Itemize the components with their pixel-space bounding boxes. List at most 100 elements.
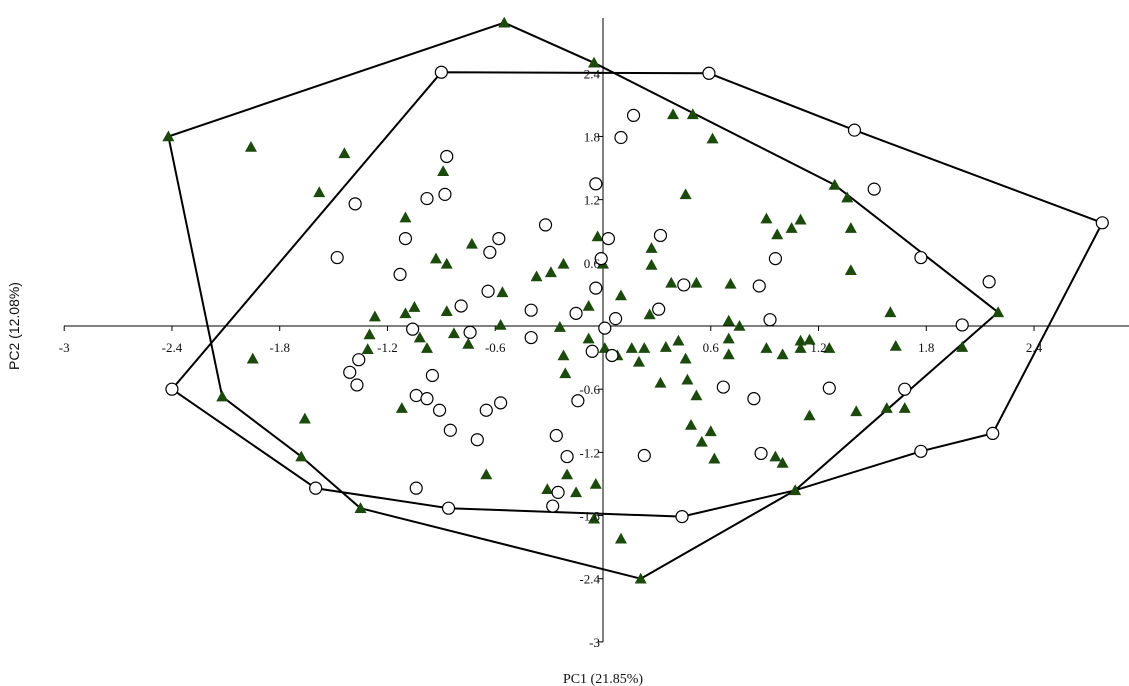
triangle-point (588, 512, 601, 524)
triangle-point (413, 331, 426, 343)
triangle-point (685, 418, 698, 430)
triangle-point (530, 270, 543, 282)
x-tick-label: 0.6 (703, 340, 720, 355)
triangle-point (789, 484, 802, 496)
circle-point (434, 65, 448, 79)
triangle-point (724, 277, 737, 289)
circle-point (494, 396, 508, 410)
triangle-point (632, 355, 645, 367)
triangle-point (561, 468, 574, 480)
x-tick-label: -0.6 (485, 340, 506, 355)
triangle-point (465, 237, 478, 249)
triangle-point (722, 314, 735, 326)
x-axis-title: PC1 (21.85%) (563, 672, 643, 686)
circle-point (614, 130, 628, 145)
triangle-point (557, 257, 570, 269)
triangle-point (645, 258, 658, 270)
circle-point (822, 381, 836, 395)
circle-point (867, 182, 881, 196)
x-tick-label: 1.8 (918, 340, 934, 355)
triangle-point (557, 349, 570, 361)
triangle-point (681, 373, 694, 385)
triangle-point (420, 342, 433, 353)
circle-point (409, 388, 423, 403)
circle-point (716, 380, 730, 394)
circle-point (768, 252, 783, 266)
triangle-point (803, 333, 816, 345)
triangle-point (408, 301, 421, 312)
triangle-point (760, 342, 773, 353)
circle-point (165, 382, 179, 396)
circle-point (398, 232, 413, 246)
data-points (162, 16, 1109, 584)
circle-point (524, 330, 538, 345)
x-tick-label: 2.4 (1026, 340, 1043, 355)
triangle-point (496, 286, 509, 298)
circle-point (441, 501, 456, 515)
triangle-point (447, 327, 460, 339)
circle-point (420, 392, 434, 406)
triangle-point (769, 450, 782, 462)
triangle-point (803, 409, 816, 421)
x-tick-label: -1.8 (269, 340, 290, 355)
circle-point (1095, 216, 1109, 230)
x-tick-label: -3 (59, 340, 70, 355)
triangle-point (722, 348, 735, 360)
triangle-point (634, 572, 647, 584)
triangle-point (363, 328, 376, 340)
triangle-point (679, 352, 692, 364)
triangle-point (244, 140, 257, 152)
triangle-point (889, 340, 902, 351)
triangle-point (494, 318, 507, 330)
triangle-point (429, 252, 442, 264)
circle-point (560, 449, 574, 464)
triangle-point (785, 222, 798, 233)
circle-point (955, 318, 969, 332)
circle-point (608, 312, 623, 326)
circle-point (479, 403, 493, 417)
circle-point (443, 423, 457, 437)
triangle-point (162, 130, 175, 142)
triangle-point (760, 212, 773, 224)
triangle-point (841, 191, 854, 203)
triangle-point (850, 405, 863, 417)
triangle-point (794, 334, 807, 346)
circle-point (524, 303, 538, 317)
triangle-point (686, 108, 699, 120)
axes (63, 18, 1129, 643)
circle-point (752, 279, 766, 293)
triangle-point (559, 367, 572, 379)
triangle-point (844, 222, 857, 233)
circle-point (982, 275, 996, 289)
triangle-point (553, 321, 566, 332)
tick-labels: -3 -2.4 -1.8 -1.2 -0.6 0.6 1.2 1.8 2.4 -3 -2.4 -1.8… (59, 66, 1043, 650)
triangle-point (665, 276, 678, 288)
y-tick-label: -1.8 (579, 509, 600, 524)
triangle-point (776, 348, 789, 360)
circle-point (626, 108, 641, 123)
circle-point (763, 313, 777, 327)
y-tick-label: -0.6 (579, 382, 600, 397)
triangle-point (794, 213, 807, 225)
triangle-point (295, 450, 308, 462)
y-tick-label: 1.2 (584, 193, 600, 208)
triangle-point (898, 402, 911, 413)
circle-point (677, 278, 691, 292)
circle-point (463, 325, 477, 339)
triangle-point (498, 16, 511, 28)
circle-point (754, 446, 768, 461)
triangle-point (246, 352, 259, 364)
circle-point (551, 485, 565, 499)
circle-point (898, 382, 912, 396)
triangle-point (771, 228, 784, 240)
triangle-point (625, 342, 638, 353)
triangle-point (395, 402, 408, 413)
circle-point (847, 123, 862, 137)
circle-point (546, 499, 560, 513)
triangle-point (733, 320, 746, 331)
x-tick-label: 1.2 (810, 340, 826, 355)
triangle-point (598, 342, 611, 353)
triangle-point (440, 257, 453, 269)
triangle-point (645, 242, 658, 253)
circle-point (352, 353, 366, 367)
